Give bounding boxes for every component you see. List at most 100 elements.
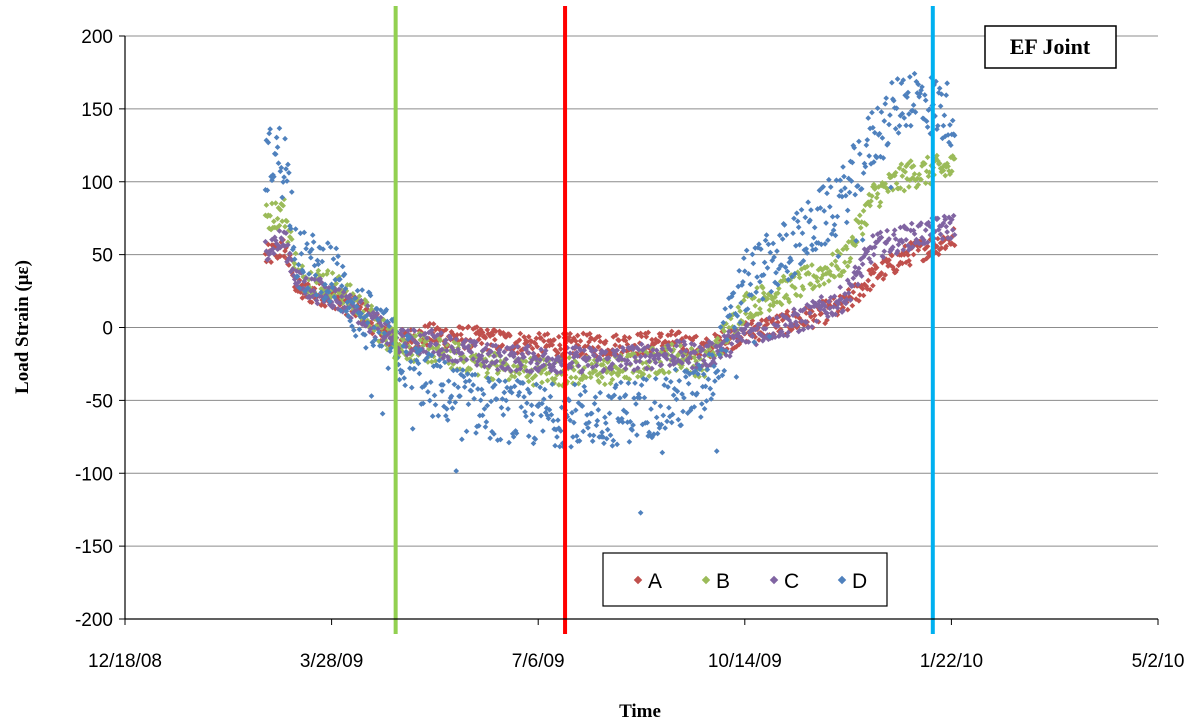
data-point: [658, 331, 665, 337]
data-point: [944, 229, 950, 235]
data-point: [632, 380, 638, 386]
data-point: [405, 327, 411, 334]
data-point: [873, 194, 880, 201]
data-point: [882, 272, 889, 278]
data-point: [504, 384, 510, 391]
data-point: [818, 294, 825, 300]
data-point: [855, 281, 861, 288]
data-point: [626, 438, 633, 445]
vertical-marker-lines: [393, 6, 935, 634]
data-point: [612, 352, 619, 359]
data-point: [878, 270, 885, 276]
data-point: [740, 279, 746, 285]
data-point: [838, 296, 844, 302]
data-point: [609, 376, 616, 383]
data-point: [835, 266, 842, 272]
data-point: [581, 347, 588, 354]
data-point: [544, 331, 551, 337]
data-point: [882, 100, 889, 107]
data-point: [587, 374, 594, 381]
data-point: [339, 263, 346, 270]
data-point: [580, 428, 587, 435]
x-tick-label: 7/6/09: [512, 651, 565, 672]
data-point: [372, 336, 379, 343]
data-point: [906, 257, 912, 264]
data-point: [567, 350, 573, 356]
data-point: [399, 332, 406, 339]
data-point: [837, 177, 844, 184]
data-point: [803, 319, 810, 326]
data-point: [538, 335, 544, 341]
data-point: [338, 307, 344, 314]
data-point: [572, 338, 579, 344]
data-point: [616, 418, 622, 425]
data-point: [624, 357, 631, 364]
data-point: [604, 426, 611, 433]
data-point: [759, 285, 766, 291]
data-point: [793, 242, 799, 249]
y-tick-label: 200: [81, 27, 113, 48]
data-point: [500, 412, 507, 418]
data-point: [292, 226, 299, 232]
data-point: [461, 384, 468, 390]
data-point: [452, 399, 459, 406]
y-tick-label: 50: [92, 246, 113, 267]
data-point: [396, 376, 403, 383]
data-point: [948, 216, 955, 223]
data-point: [655, 338, 662, 345]
axes: [124, 36, 1159, 625]
data-point: [346, 304, 353, 311]
data-point: [487, 435, 493, 441]
data-point: [673, 342, 680, 349]
data-point: [270, 246, 276, 252]
data-point: [508, 389, 515, 396]
data-point: [889, 252, 895, 259]
data-point: [589, 438, 596, 444]
data-point: [679, 391, 685, 397]
data-point: [849, 283, 856, 289]
data-point: [941, 112, 948, 119]
data-point: [359, 287, 366, 293]
data-point: [629, 427, 636, 433]
data-point: [499, 342, 506, 349]
data-point: [582, 388, 588, 395]
data-point: [585, 362, 591, 369]
data-point: [652, 359, 659, 366]
data-point: [577, 392, 584, 398]
data-point: [716, 351, 723, 358]
data-point: [529, 345, 536, 352]
data-point: [430, 321, 437, 327]
data-point: [650, 347, 656, 353]
data-point: [876, 203, 883, 210]
data-point: [415, 360, 422, 367]
data-point: [780, 332, 787, 339]
data-point: [696, 362, 702, 369]
data-point: [508, 367, 514, 374]
y-tick-labels: 200 150 100 50 0 -50 -100 -150 -200: [75, 27, 113, 631]
data-point: [760, 290, 767, 296]
data-point: [934, 243, 940, 250]
data-point: [885, 140, 891, 147]
data-point: [719, 372, 726, 379]
data-point: [850, 275, 857, 282]
data-point: [371, 324, 378, 331]
data-point: [939, 235, 946, 242]
data-point: [842, 259, 848, 266]
data-point: [583, 374, 589, 381]
data-point: [856, 265, 862, 272]
data-point: [707, 385, 714, 392]
data-point: [887, 112, 893, 118]
data-point: [556, 333, 562, 340]
data-point: [292, 250, 299, 257]
data-point: [811, 283, 818, 290]
data-point: [546, 407, 553, 413]
data-point: [481, 406, 488, 412]
data-point: [741, 268, 748, 275]
data-point: [845, 290, 852, 296]
data-point: [539, 400, 545, 407]
data-point: [388, 345, 394, 351]
data-point: [783, 292, 790, 299]
data-point: [701, 406, 708, 412]
data-point: [807, 310, 813, 316]
data-point: [705, 376, 712, 383]
